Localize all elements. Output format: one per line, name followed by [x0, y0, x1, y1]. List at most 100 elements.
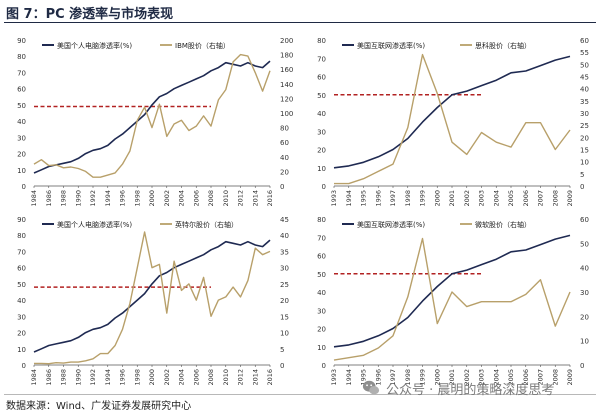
- y-right-tick-label: 30: [580, 110, 589, 118]
- y-right-tick-label: 55: [580, 49, 589, 57]
- y-right-tick-label: 20: [580, 313, 589, 321]
- y-left-tick-label: 0: [322, 183, 326, 191]
- x-tick-label: 2000: [433, 369, 441, 386]
- series-line-stock-price: [33, 53, 271, 178]
- x-tick-label: 2008: [551, 190, 559, 207]
- y-left-tick-label: 50: [317, 92, 326, 100]
- y-right-tick-label: 45: [280, 216, 289, 224]
- y-right-tick-label: 50: [580, 61, 589, 69]
- x-tick-label: 2006: [192, 190, 200, 207]
- y-left-tick-label: 50: [317, 271, 326, 279]
- y-left-tick-label: 70: [317, 55, 326, 63]
- y-left-tick-label: 10: [17, 167, 26, 175]
- x-tick-label: 2005: [507, 190, 515, 207]
- y-right-tick-label: 10: [280, 330, 289, 338]
- x-tick-label: 1995: [360, 190, 368, 207]
- x-tick-label: 2000: [148, 190, 156, 207]
- x-tick-label: 1999: [419, 190, 427, 207]
- chart-svg: 0 10 20 30 40 50 60 70 80 90 0 5 10 15 20 25 30 35 40 45 198…: [17, 216, 289, 386]
- y-right-tick-label: 20: [280, 297, 289, 305]
- y-left-tick-label: 50: [17, 281, 26, 289]
- legend-label: 微软股价（右轴）: [475, 220, 531, 229]
- x-tick-label: 1996: [374, 190, 382, 207]
- x-tick-label: 1988: [60, 190, 68, 207]
- x-tick-label: 1990: [74, 369, 82, 386]
- x-tick-label: 2010: [222, 369, 230, 386]
- y-left-tick-label: 40: [317, 289, 326, 297]
- y-right-tick-label: 40: [280, 232, 289, 240]
- x-tick-label: 1992: [89, 369, 97, 386]
- y-right-tick-label: 40: [580, 86, 589, 94]
- y-left-tick-label: 70: [17, 69, 26, 77]
- series-line-penetration: [33, 60, 271, 174]
- y-left-tick-label: 80: [317, 216, 326, 224]
- y-right-tick-label: 25: [580, 122, 589, 130]
- x-tick-label: 2000: [433, 190, 441, 207]
- y-right-tick-label: 5: [280, 346, 284, 354]
- y-right-tick-label: 0: [280, 183, 284, 191]
- y-left-tick-label: 60: [317, 74, 326, 82]
- x-tick-label: 2003: [478, 190, 486, 207]
- x-tick-label: 1997: [389, 190, 397, 207]
- x-tick-label: 2006: [522, 369, 530, 386]
- y-right-tick-label: 45: [580, 74, 589, 82]
- y-right-tick-label: 20: [280, 168, 289, 176]
- y-right-tick-label: 30: [280, 265, 289, 273]
- y-left-tick-label: 10: [317, 165, 326, 173]
- y-right-tick-label: 10: [580, 338, 589, 346]
- chart-panel-internet-cisco: 0 10 20 30 40 50 60 70 80 0 5 10 15 20 25 30 35 40 45 50 55 6…: [300, 26, 600, 216]
- y-left-tick-label: 50: [17, 102, 26, 110]
- x-tick-label: 2008: [207, 190, 215, 207]
- x-tick-label: 1995: [360, 369, 368, 386]
- y-left-tick-label: 40: [317, 110, 326, 118]
- x-tick-label: 2008: [551, 369, 559, 386]
- x-tick-label: 2010: [222, 190, 230, 207]
- y-right-tick-label: 5: [580, 171, 584, 179]
- x-tick-label: 2002: [463, 369, 471, 386]
- x-tick-label: 2004: [178, 369, 186, 386]
- series-line-penetration: [333, 234, 571, 348]
- y-right-tick-label: 60: [280, 139, 289, 147]
- chart-panel-pc-ibm: 0 10 20 30 40 50 60 70 80 90 0 20 40 60 80 100 120 140 160…: [0, 26, 300, 216]
- legend-label: 思科股价（右轴）: [475, 41, 531, 50]
- x-tick-label: 2009: [566, 369, 574, 386]
- y-right-tick-label: 10: [580, 159, 589, 167]
- y-right-tick-label: 15: [580, 147, 589, 155]
- title-divider: [4, 22, 596, 23]
- legend-label: 美国互联网渗透率(%): [357, 220, 425, 229]
- x-tick-label: 2002: [163, 369, 171, 386]
- y-left-tick-label: 70: [317, 234, 326, 242]
- wechat-icon: [362, 380, 380, 395]
- x-tick-label: 2001: [448, 190, 456, 207]
- x-tick-label: 1994: [345, 190, 353, 207]
- y-left-tick-label: 80: [317, 37, 326, 45]
- y-right-tick-label: 30: [580, 289, 589, 297]
- y-right-tick-label: 0: [580, 362, 584, 370]
- y-left-tick-label: 20: [17, 151, 26, 159]
- y-left-tick-label: 20: [317, 147, 326, 155]
- x-tick-label: 2005: [507, 369, 515, 386]
- x-tick-label: 1990: [74, 190, 82, 207]
- x-tick-label: 1994: [345, 369, 353, 386]
- series-line-penetration: [33, 239, 271, 353]
- x-tick-label: 2004: [492, 369, 500, 386]
- y-left-tick-label: 0: [22, 362, 26, 370]
- x-tick-label: 2007: [537, 190, 545, 207]
- y-left-tick-label: 80: [17, 232, 26, 240]
- x-tick-label: 1998: [404, 190, 412, 207]
- x-tick-label: 1986: [45, 190, 53, 207]
- y-right-tick-label: 60: [580, 216, 589, 224]
- y-left-tick-label: 10: [17, 346, 26, 354]
- y-left-tick-label: 60: [17, 265, 26, 273]
- x-tick-label: 1984: [30, 190, 38, 207]
- y-right-tick-label: 80: [280, 125, 289, 133]
- chart-svg: 0 10 20 30 40 50 60 70 80 90 0 20 40 60 80 100 120 140 160…: [17, 37, 293, 207]
- legend-label: 美国个人电脑渗透率(%): [57, 220, 132, 229]
- chart-panel-internet-microsoft: 0 10 20 30 40 50 60 70 80 0 10 20 30 40 50 60 1993 1994 19…: [300, 205, 600, 395]
- x-tick-label: 1994: [104, 369, 112, 386]
- x-tick-label: 1986: [45, 369, 53, 386]
- x-tick-label: 1988: [60, 369, 68, 386]
- y-left-tick-label: 30: [317, 307, 326, 315]
- x-tick-label: 1993: [330, 369, 338, 386]
- y-left-tick-label: 30: [317, 128, 326, 136]
